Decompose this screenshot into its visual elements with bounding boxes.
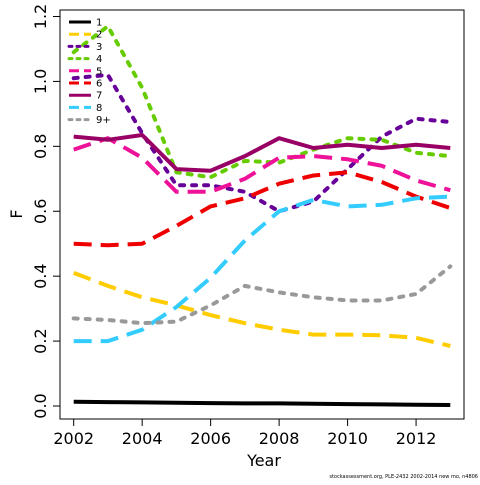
series-line-3 <box>71 72 453 214</box>
legend-label-3: 3 <box>96 42 102 53</box>
x-tick-label-2002: 2002 <box>53 429 94 448</box>
series-line-2 <box>72 271 451 348</box>
legend-label-6: 6 <box>96 79 102 90</box>
y-tick-label-6: 1.2 <box>31 4 50 29</box>
y-tick-label-3: 0.6 <box>31 199 50 224</box>
y-tick-label-1: 0.2 <box>31 328 50 353</box>
legend-label-9: 9+ <box>96 115 111 126</box>
x-tick-label-2012: 2012 <box>396 429 437 448</box>
series-line-4 <box>71 24 453 180</box>
legend-label-2: 2 <box>96 30 102 41</box>
x-tick-label-2008: 2008 <box>259 429 300 448</box>
series-line-8 <box>73 194 451 344</box>
x-tick-label-2004: 2004 <box>122 429 163 448</box>
y-axis: 0.0 0.2 0.4 0.6 0.8 1.0 1.2 <box>31 4 60 419</box>
y-tick-label-2: 0.4 <box>31 263 50 288</box>
series-line-5 <box>73 136 451 194</box>
y-tick-label-0: 0.0 <box>31 393 50 418</box>
legend-label-4: 4 <box>96 54 102 65</box>
series-line-6 <box>73 170 451 248</box>
y-tick-label-4: 0.8 <box>31 134 50 159</box>
series-line-7 <box>73 133 451 173</box>
y-tick-label-5: 1.0 <box>31 69 50 94</box>
x-axis: 2002 2004 2006 2008 2010 2012 <box>53 419 436 448</box>
series-layer <box>71 24 453 407</box>
plot-frame <box>59 9 465 420</box>
legend-label-7: 7 <box>96 91 102 102</box>
y-axis-title: F <box>7 209 26 218</box>
legend-label-1: 1 <box>96 18 102 29</box>
legend-label-5: 5 <box>96 66 102 77</box>
series-line-9 <box>71 264 453 326</box>
x-axis-title: Year <box>246 451 281 470</box>
x-tick-label-2006: 2006 <box>190 429 231 448</box>
x-tick-label-2010: 2010 <box>327 429 368 448</box>
legend-label-8: 8 <box>96 103 102 114</box>
credit-text: stockassessment.org, PLE-2432 2002-2014 … <box>329 474 478 480</box>
series-line-1 <box>73 399 451 407</box>
